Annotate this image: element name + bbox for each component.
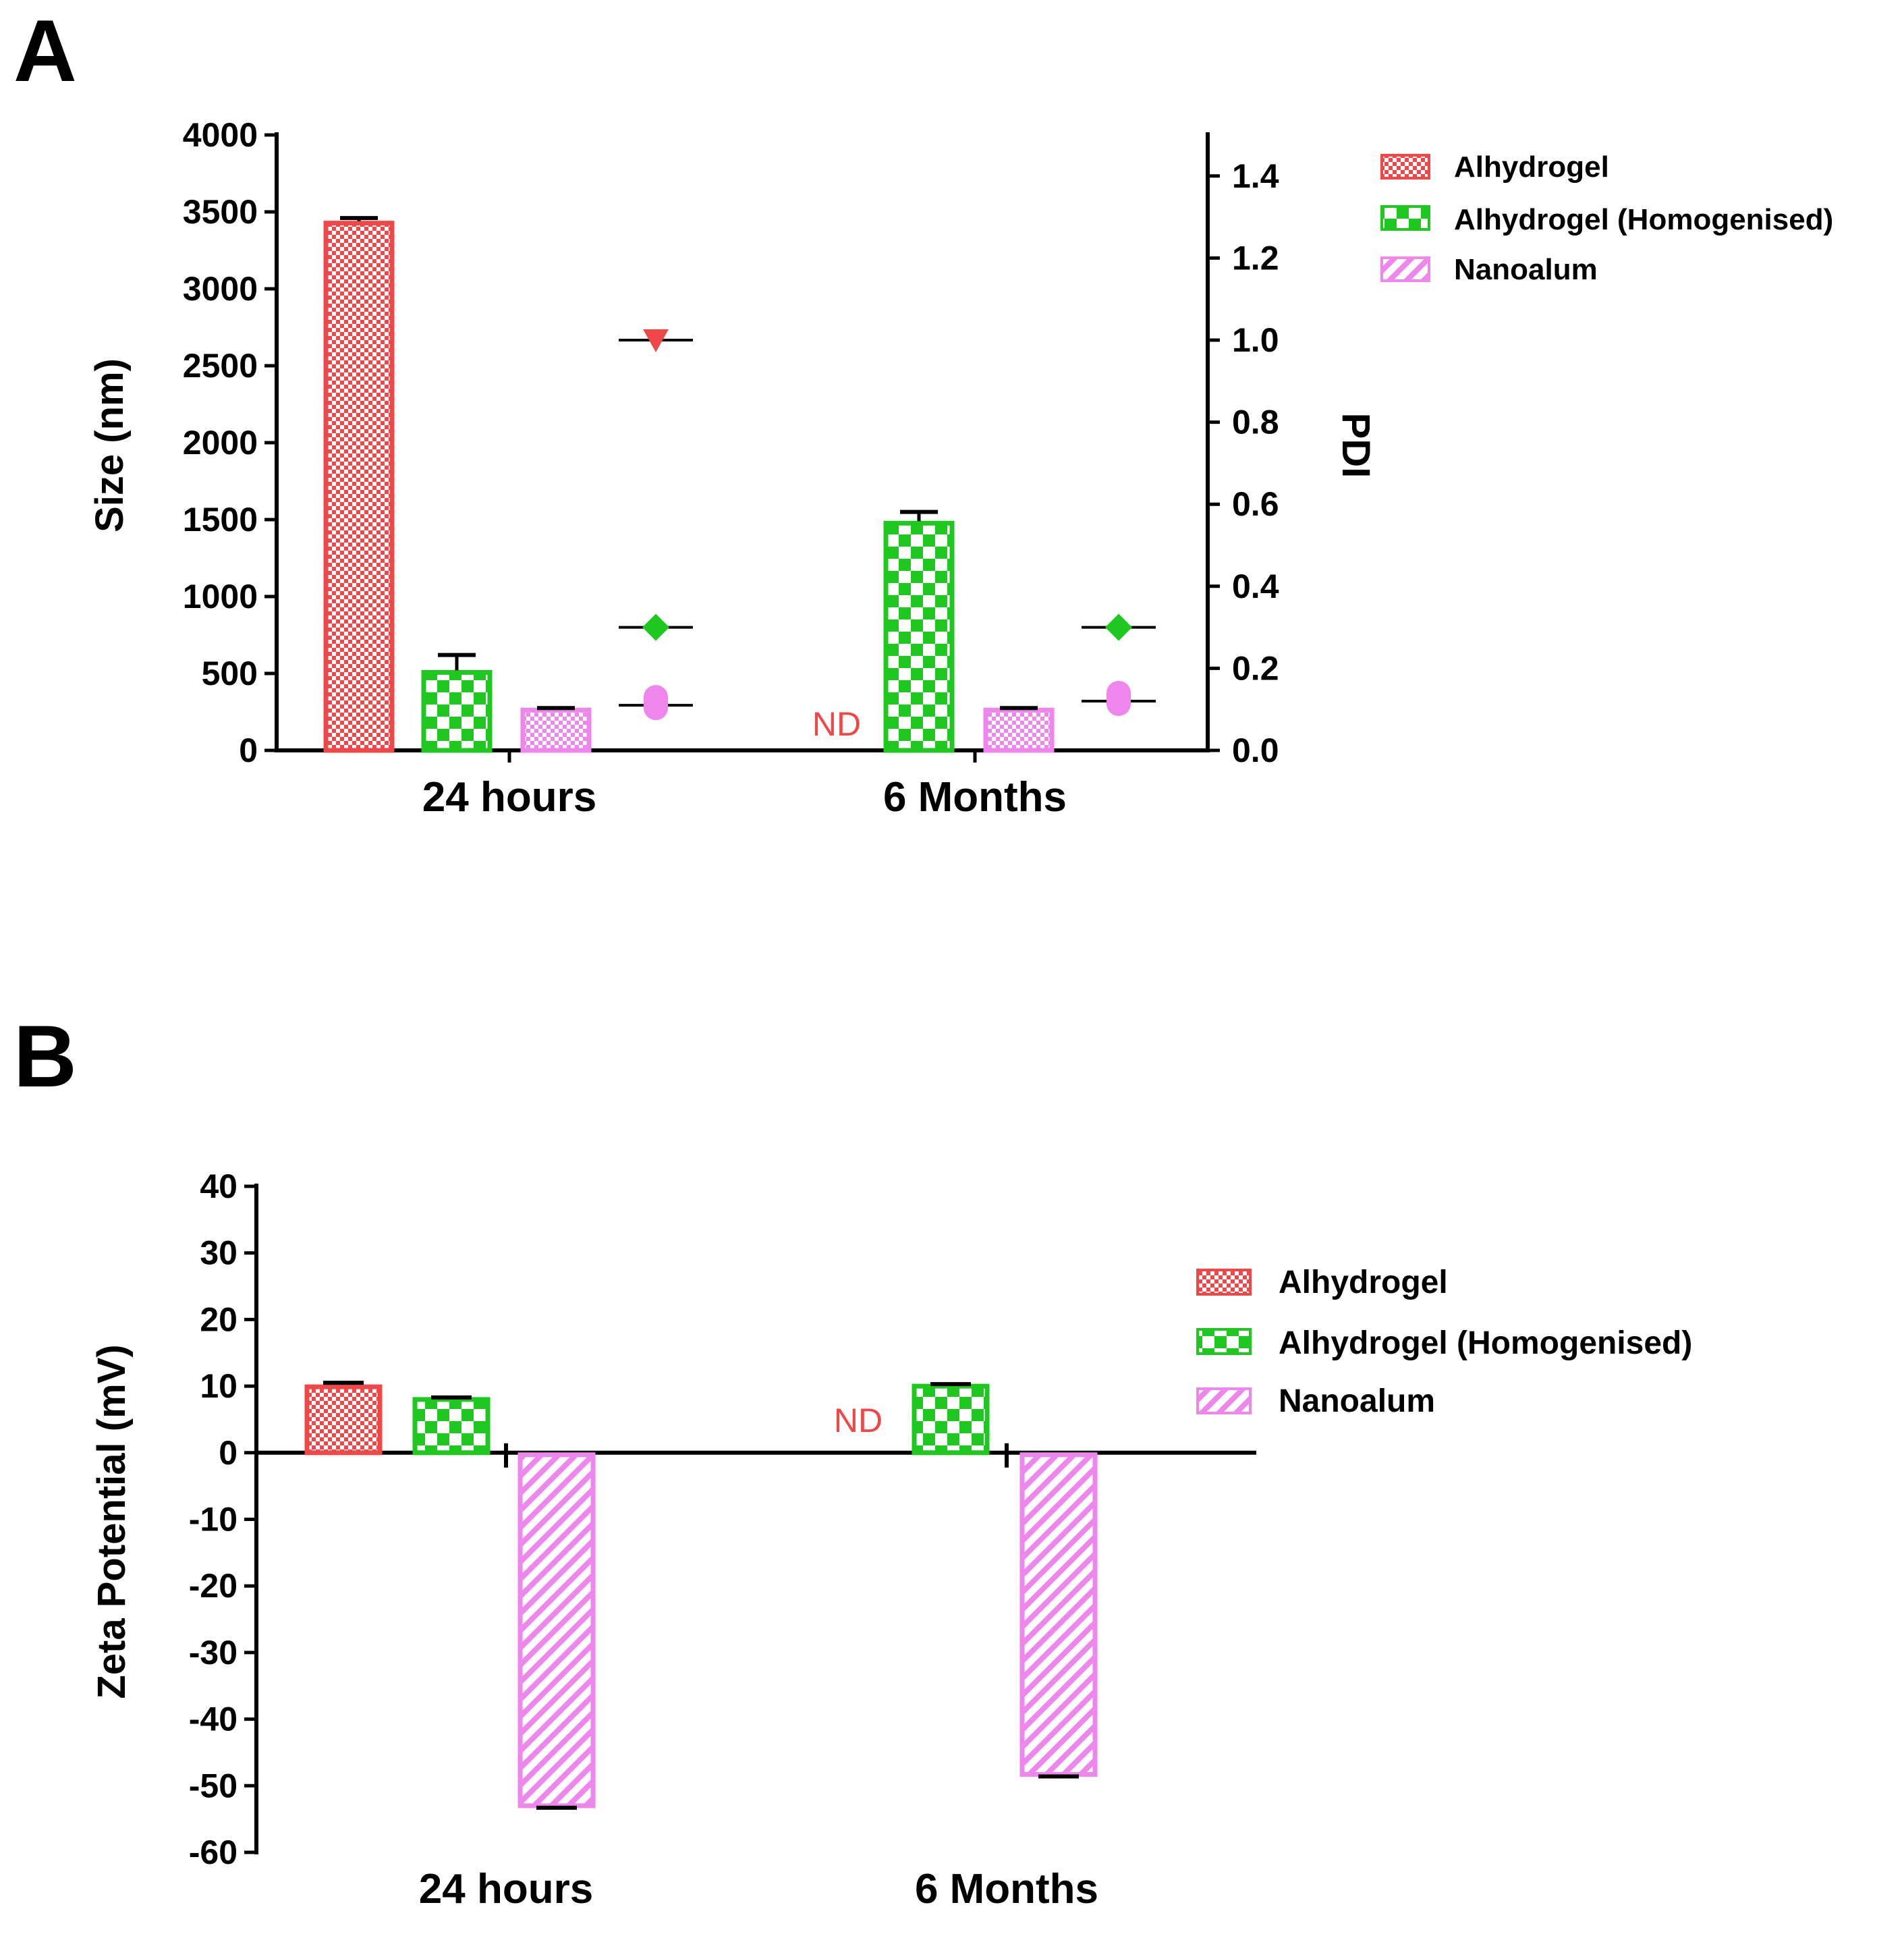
panel-letter-b: B (13, 1007, 77, 1105)
panel-b-nd-label: ND (834, 1402, 883, 1439)
bar-alhydrogel-24h (304, 1384, 383, 1456)
panel-b-y-axis-title: Zeta Potential (mV) (90, 1344, 134, 1698)
panel-b-y-tick-label: 0 (219, 1434, 237, 1472)
panel-a-y2-tick-label: 0.4 (1232, 568, 1279, 605)
panel-a-y2-tick-label: 1.0 (1232, 321, 1279, 359)
bar-nanoalum-24h (520, 707, 592, 753)
legend-label-nanoalum: Nanoalum (1279, 1383, 1435, 1419)
panel-a-size-chart: Size (nm) PDI 24 hours 6 Months ND 0 500 1… (88, 116, 1378, 821)
legend-swatch-alhydrogel (1196, 1269, 1252, 1296)
panel-a-y-tick-label: 2000 (183, 424, 258, 462)
panel-b-y-tick-label: 20 (200, 1300, 237, 1338)
legend-label-nanoalum: Nanoalum (1454, 253, 1598, 286)
panel-a-nd-label: ND (812, 705, 861, 743)
panel-a-legend: Alhydrogel Alhydrogel (Homogenised) Nano… (1380, 150, 1833, 286)
panel-a-y-tick-label: 2500 (183, 347, 258, 385)
panel-a-y-tick-label: 500 (202, 655, 258, 692)
panel-b-category-label-24h: 24 hours (419, 1866, 593, 1912)
legend-swatch-homogenised (1380, 205, 1430, 231)
panel-b-legend: Alhydrogel Alhydrogel (Homogenised) Nano… (1196, 1265, 1692, 1419)
bar-nanoalum-6m (1019, 1452, 1098, 1777)
pdi-marker-nanoalum-24h (644, 685, 668, 721)
panel-a-y2-tick-label: 0.8 (1232, 404, 1279, 441)
panel-letter-a: A (13, 1, 77, 100)
panel-a-y-axis-title: Size (nm) (88, 358, 132, 532)
panel-b-y-tick-label: 30 (200, 1234, 237, 1272)
panel-a-y-tick-label: 1000 (183, 578, 258, 615)
panel-a-y2-tick-label: 0.6 (1232, 485, 1279, 523)
pdi-marker-homogenised-24h (642, 613, 669, 641)
panel-b-y-tick-label: -40 (189, 1701, 237, 1738)
bar-nanoalum-6m (983, 707, 1055, 753)
pdi-marker-homogenised-6m (1105, 613, 1132, 641)
panel-b-y-tick-label: -30 (189, 1634, 237, 1671)
pdi-marker-alhydrogel-24h (643, 329, 669, 352)
legend-swatch-alhydrogel (1380, 154, 1430, 179)
bar-homogenised-6m (912, 1383, 990, 1456)
panel-b-y-tick-label: 10 (200, 1367, 237, 1405)
panel-b-y-tick-label: 40 (200, 1167, 237, 1205)
bar-homogenised-24h (412, 1397, 491, 1456)
legend-label-alhydrogel: Alhydrogel (1279, 1265, 1448, 1300)
bar-alhydrogel-24h (323, 221, 395, 753)
bar-homogenised-24h (421, 669, 493, 753)
panel-a-category-label-6m: 6 Months (883, 774, 1067, 821)
legend-label-homogenised: Alhydrogel (Homogenised) (1279, 1325, 1692, 1361)
panel-a-y-tick-label: 0 (239, 731, 258, 769)
panel-a-y-tick-label: 3000 (183, 270, 258, 308)
pdi-marker-nanoalum-6m (1107, 681, 1131, 717)
bar-nanoalum-24h (517, 1452, 596, 1808)
panel-b-y-tick-label: -50 (189, 1767, 237, 1804)
panel-a-y2-tick-label: 0.2 (1232, 649, 1279, 687)
legend-swatch-nanoalum (1196, 1387, 1252, 1414)
panel-a-y2-tick-label: 1.4 (1232, 157, 1279, 195)
panel-a-y-tick-label: 4000 (183, 116, 258, 154)
panel-a-y-tick-label: 3500 (183, 193, 258, 231)
panel-b-category-label-6m: 6 Months (915, 1866, 1098, 1912)
panel-a-y2-tick-label: 1.2 (1232, 239, 1279, 277)
panel-a-category-label-24h: 24 hours (422, 774, 596, 821)
panel-b-y-tick-label: -10 (189, 1501, 237, 1539)
panel-b-y-tick-label: -20 (189, 1567, 237, 1605)
legend-label-homogenised: Alhydrogel (Homogenised) (1454, 203, 1833, 236)
panel-b-zeta-chart: Zeta Potential (mV) 24 hours 6 Months ND… (90, 1167, 1256, 1912)
panel-b-y-tick-label: -60 (189, 1833, 237, 1871)
legend-swatch-homogenised (1196, 1328, 1252, 1355)
panel-a-y2-tick-label: 0.0 (1232, 731, 1279, 769)
legend-swatch-nanoalum (1380, 256, 1430, 282)
panel-a-y2-axis-title: PDI (1334, 413, 1378, 478)
bar-homogenised-6m (883, 520, 955, 753)
legend-label-alhydrogel: Alhydrogel (1454, 150, 1609, 184)
panel-a-y-tick-label: 1500 (183, 501, 258, 538)
